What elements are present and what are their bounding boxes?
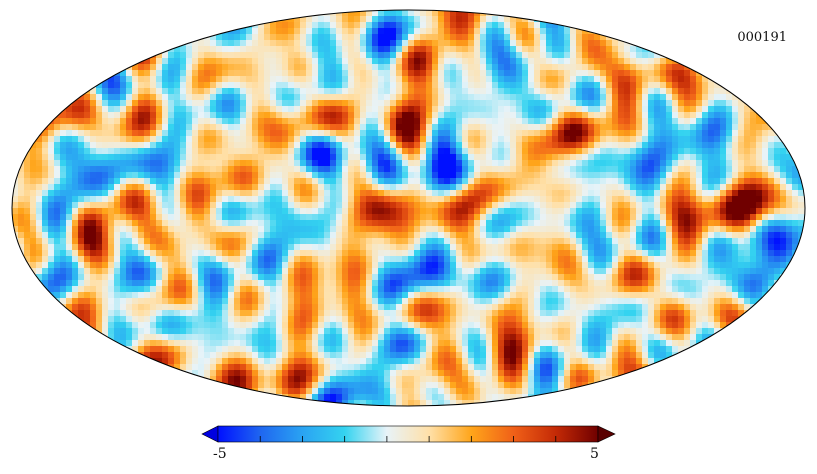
colorbar-gradient xyxy=(217,425,599,443)
colorbar-ticks xyxy=(259,436,557,442)
colorbar-under-triangle xyxy=(201,425,219,443)
colorbar-max-label: 5 xyxy=(590,446,599,462)
temperature-field xyxy=(12,10,805,406)
map-outline xyxy=(11,9,806,407)
colorbar-over-triangle xyxy=(597,425,616,443)
colorbar-min-label: -5 xyxy=(213,446,227,462)
colorbar xyxy=(201,425,616,443)
map-id-label: 000191 xyxy=(737,30,787,45)
